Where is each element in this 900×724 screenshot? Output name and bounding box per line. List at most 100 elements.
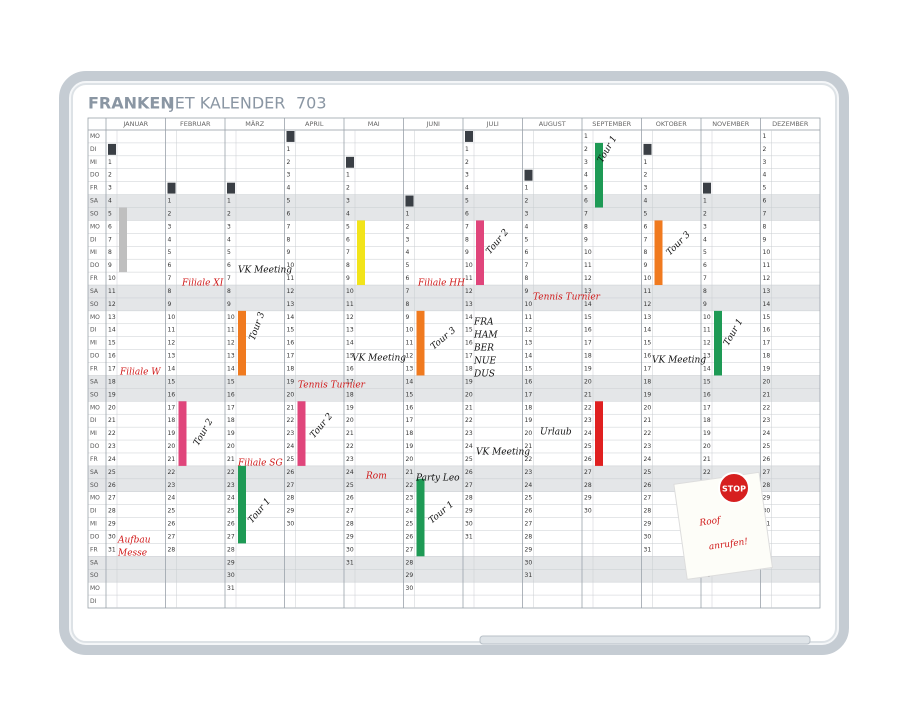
day-number: 29 <box>108 521 116 528</box>
day-number: 26 <box>584 456 592 463</box>
month-name: JULI <box>486 120 499 128</box>
day-number: 18 <box>287 366 295 373</box>
day-number: 15 <box>406 391 414 398</box>
day-number: 8 <box>287 236 291 243</box>
day-number: 21 <box>525 443 533 450</box>
day-number: 10 <box>346 288 354 295</box>
day-number: 30 <box>584 508 592 515</box>
day-number: 26 <box>525 508 533 515</box>
day-number: 17 <box>584 340 592 347</box>
day-number: 7 <box>465 223 469 230</box>
day-number: 4 <box>584 172 588 179</box>
day-number: 17 <box>703 404 711 411</box>
day-number: 8 <box>525 275 529 282</box>
day-number: 15 <box>644 340 652 347</box>
day-number: 16 <box>763 327 771 334</box>
month-start-marker <box>346 156 354 168</box>
weekday-label: SA <box>90 378 99 385</box>
color-magnet <box>714 310 722 376</box>
day-number: 20 <box>168 443 176 450</box>
day-number: 25 <box>168 508 176 515</box>
day-number: 22 <box>703 469 711 476</box>
day-number: 11 <box>465 275 473 282</box>
day-number: 27 <box>227 533 235 540</box>
day-number: 15 <box>108 340 116 347</box>
handwritten-note: BER <box>473 344 494 354</box>
weekday-label: SA <box>90 198 99 205</box>
day-number: 21 <box>703 456 711 463</box>
day-number: 18 <box>644 378 652 385</box>
day-number: 14 <box>703 366 711 373</box>
day-number: 13 <box>584 288 592 295</box>
day-number: 3 <box>346 198 350 205</box>
day-number: 1 <box>108 159 112 166</box>
day-number: 17 <box>168 404 176 411</box>
day-number: 30 <box>644 533 652 540</box>
month-name: JUNI <box>426 120 441 128</box>
month-start-marker <box>643 143 652 155</box>
day-number: 27 <box>525 521 533 528</box>
day-number: 3 <box>227 223 231 230</box>
day-number: 28 <box>108 508 116 515</box>
weekday-label: MI <box>90 159 97 166</box>
weekday-label: MI <box>90 430 97 437</box>
day-number: 2 <box>465 159 469 166</box>
day-number: 12 <box>644 301 652 308</box>
day-number: 3 <box>525 210 529 217</box>
month-start-marker <box>167 182 176 194</box>
day-number: 14 <box>584 301 592 308</box>
day-number: 3 <box>406 236 410 243</box>
day-number: 15 <box>703 378 711 385</box>
weekday-label: SA <box>90 288 99 295</box>
day-number: 8 <box>346 262 350 269</box>
day-number: 4 <box>763 172 767 179</box>
day-number: 29 <box>227 559 235 566</box>
day-number: 19 <box>703 430 711 437</box>
day-number: 1 <box>644 159 648 166</box>
day-number: 4 <box>406 249 410 256</box>
day-number: 19 <box>644 391 652 398</box>
day-number: 2 <box>287 159 291 166</box>
day-number: 12 <box>525 327 533 334</box>
day-number: 16 <box>406 404 414 411</box>
day-number: 5 <box>584 185 588 192</box>
day-number: 10 <box>584 249 592 256</box>
weekday-label: DO <box>90 262 100 269</box>
day-number: 1 <box>346 172 350 179</box>
day-number: 30 <box>108 533 116 540</box>
day-number: 23 <box>584 417 592 424</box>
day-number: 11 <box>108 288 116 295</box>
day-number: 19 <box>346 404 354 411</box>
magnets <box>108 131 722 557</box>
day-number: 28 <box>287 495 295 502</box>
color-magnet <box>595 142 603 208</box>
day-number: 30 <box>525 559 533 566</box>
day-number: 31 <box>108 546 116 553</box>
day-number: 2 <box>227 210 231 217</box>
handwritten-note: NUE <box>473 357 496 367</box>
weekday-label: SO <box>90 391 99 398</box>
weekend-row <box>88 285 820 298</box>
color-magnet <box>416 478 425 557</box>
day-number: 13 <box>108 314 116 321</box>
day-number: 15 <box>168 378 176 385</box>
day-number: 28 <box>168 546 176 553</box>
day-number: 23 <box>644 443 652 450</box>
day-number: 9 <box>763 236 767 243</box>
day-number: 23 <box>287 430 295 437</box>
day-number: 17 <box>406 417 414 424</box>
weekend-row <box>88 297 820 311</box>
day-number: 9 <box>644 262 648 269</box>
day-number: 4 <box>644 198 648 205</box>
day-number: 20 <box>346 417 354 424</box>
day-number: 24 <box>525 482 533 489</box>
model-number: 703 <box>296 94 327 113</box>
day-number: 28 <box>465 495 473 502</box>
day-number: 3 <box>108 185 112 192</box>
day-number: 9 <box>584 236 588 243</box>
day-number: 24 <box>227 495 235 502</box>
day-number: 19 <box>108 391 116 398</box>
day-number: 20 <box>287 391 295 398</box>
day-number: 28 <box>525 533 533 540</box>
day-number: 12 <box>346 314 354 321</box>
